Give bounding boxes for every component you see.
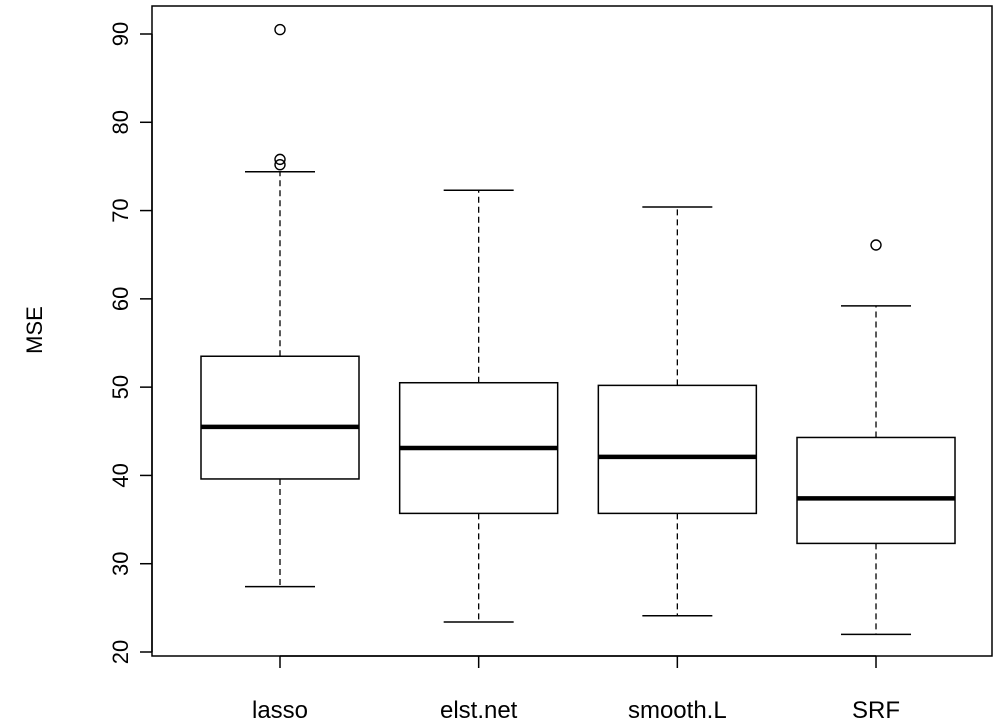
iqr-box (200, 355, 360, 480)
box-smooth-l (597, 206, 758, 617)
x-category-label: lasso (252, 697, 308, 724)
y-tick-label: 50 (108, 375, 133, 399)
y-tick-label: 80 (108, 110, 133, 134)
x-category-label: elst.net (440, 697, 518, 724)
outlier-point (274, 23, 286, 36)
outlier-point (274, 158, 286, 171)
plot-frame (151, 5, 993, 657)
y-axis: 20 30 40 50 60 70 80 90 (108, 22, 153, 664)
y-tick-label: 60 (108, 287, 133, 311)
outlier-point (274, 153, 286, 166)
x-category-label: smooth.L (628, 697, 727, 724)
outlier-point (870, 239, 882, 251)
x-category-label: SRF (852, 697, 900, 724)
iqr-box (796, 436, 956, 545)
box-elst-net (398, 189, 559, 623)
y-tick-label: 20 (108, 640, 133, 664)
box-lasso (200, 23, 360, 588)
y-tick-label: 90 (108, 22, 133, 46)
box-srf (796, 239, 956, 636)
iqr-box (597, 384, 758, 515)
y-tick-label: 30 (108, 551, 133, 575)
x-axis: lasso elst.net smooth.L SRF (252, 656, 900, 724)
y-axis-title: MSE (22, 306, 47, 354)
y-tick-label: 70 (108, 198, 133, 222)
boxes-layer (200, 23, 956, 636)
y-tick-label: 40 (108, 463, 133, 487)
